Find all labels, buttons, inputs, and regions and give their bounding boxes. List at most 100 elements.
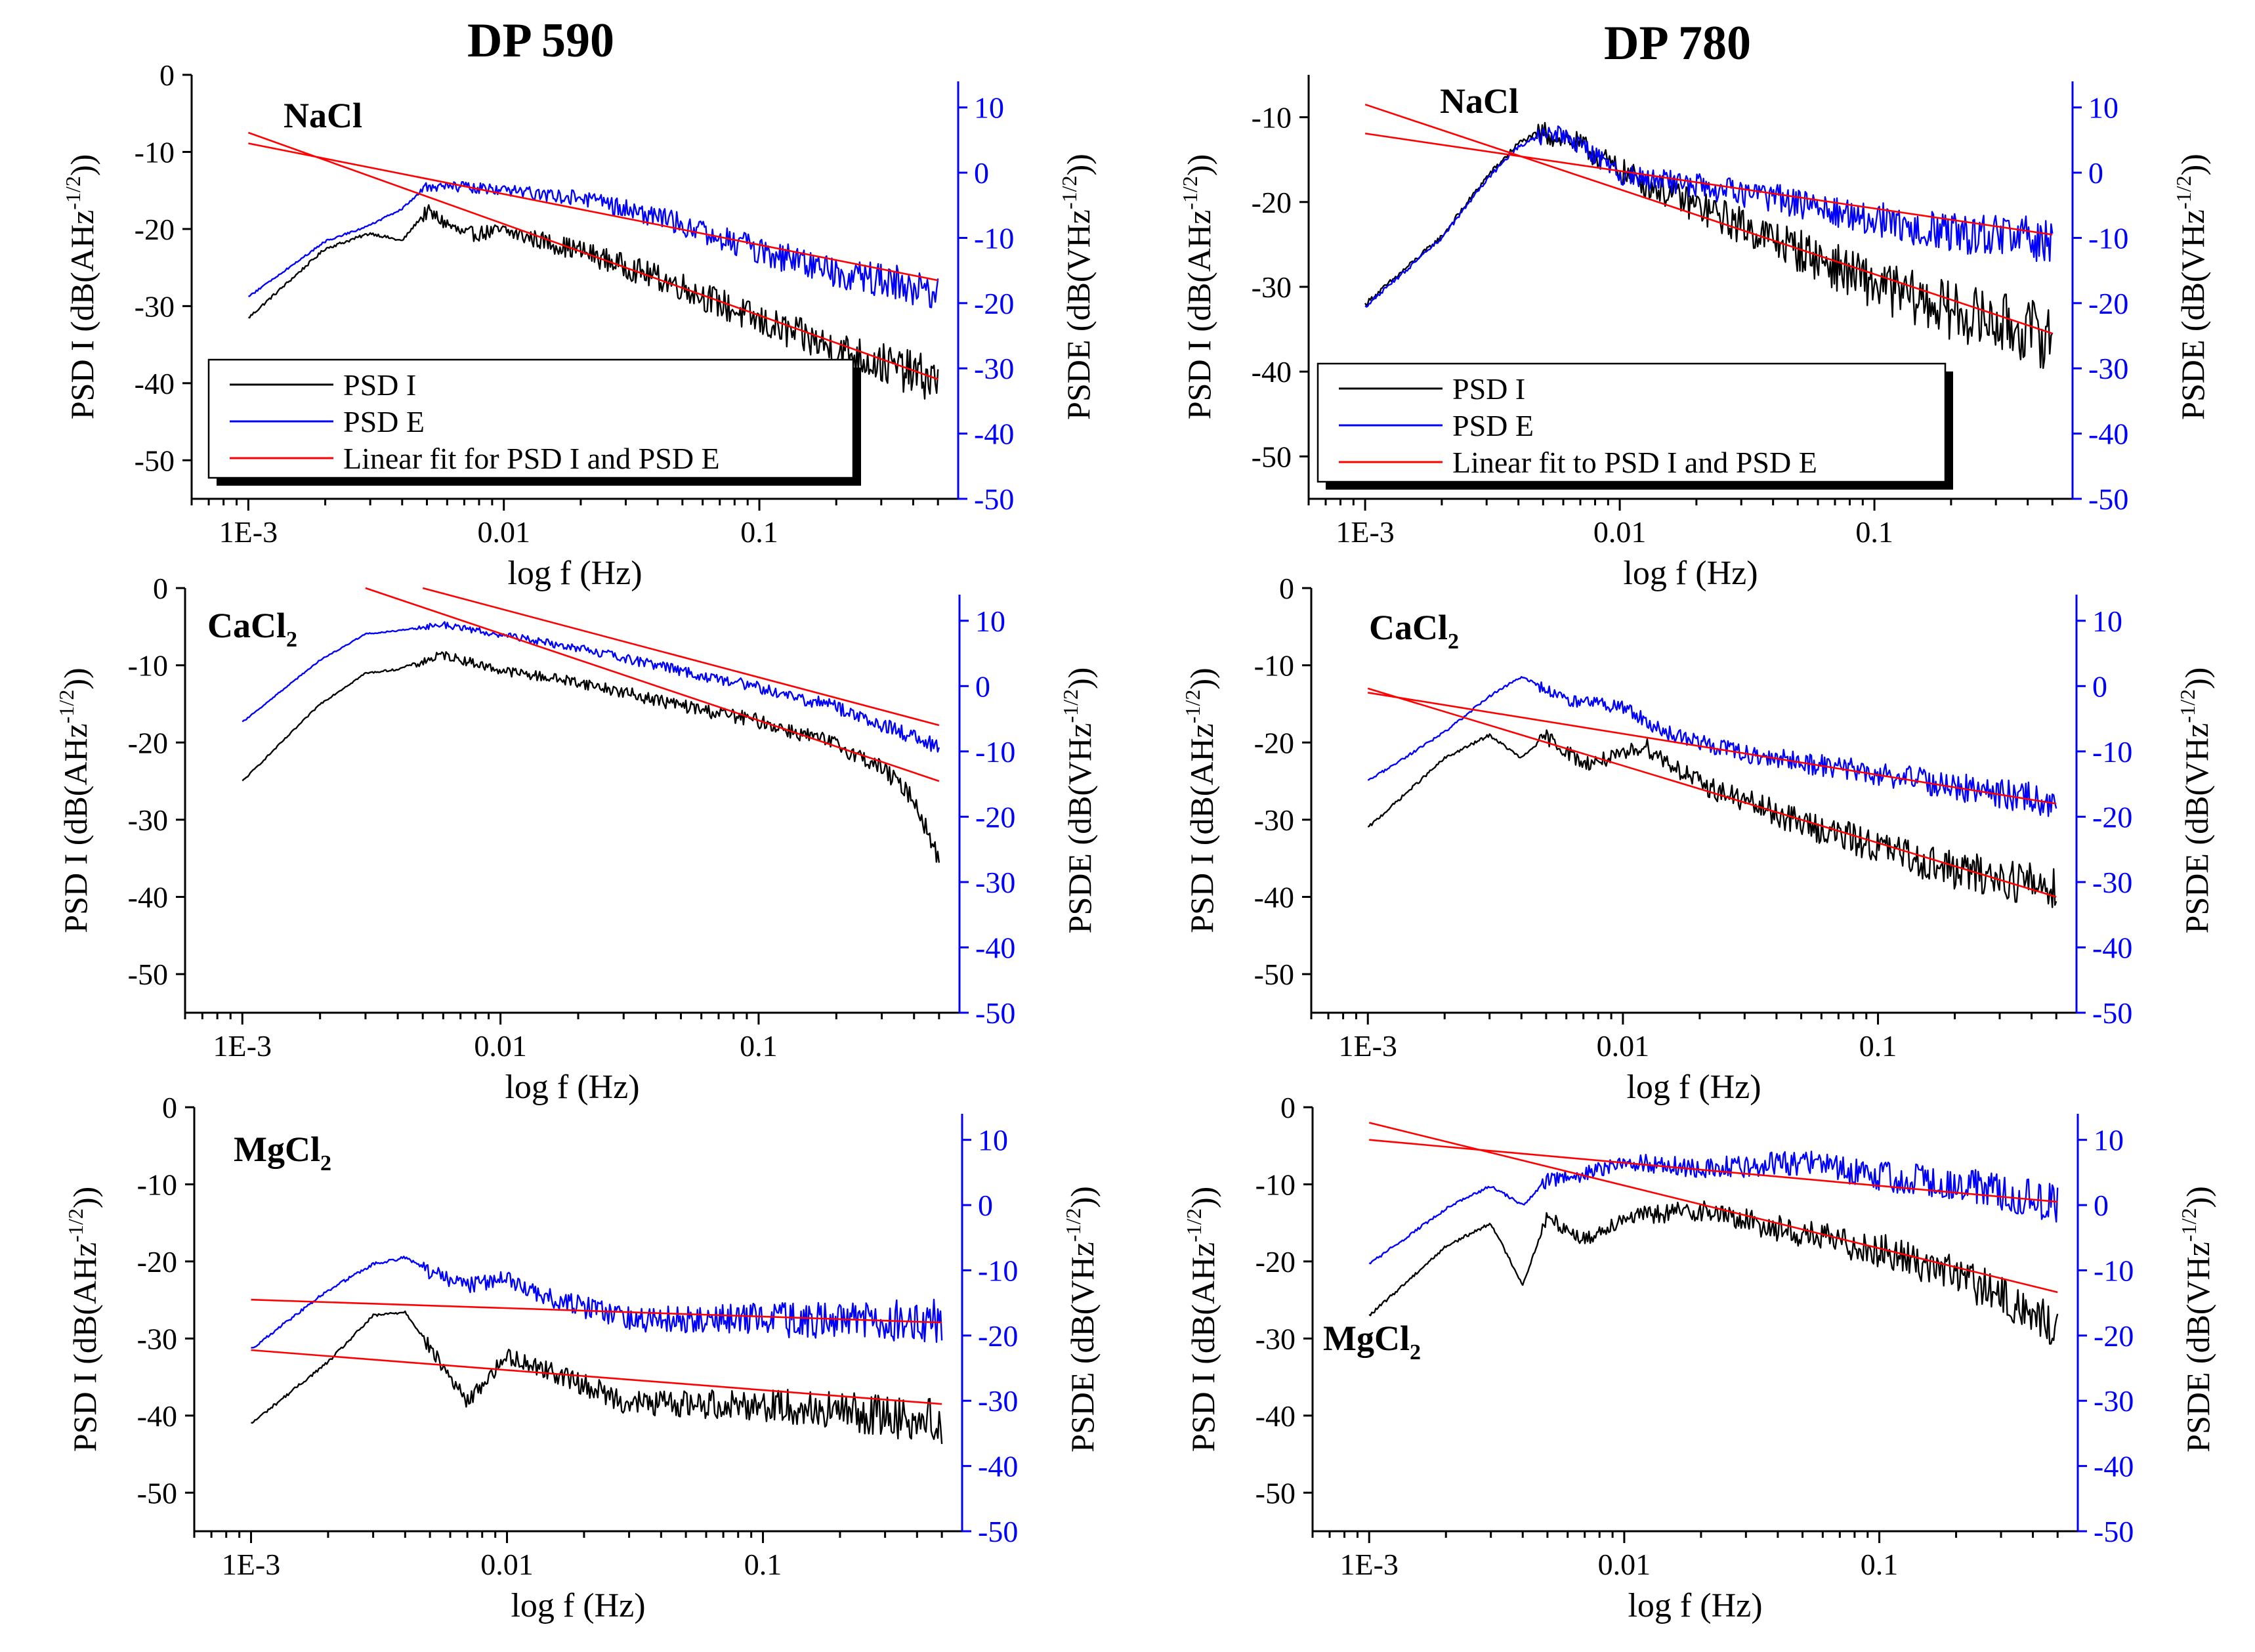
left-tick-label: 0	[153, 572, 168, 605]
right-tick-label: -40	[978, 1450, 1018, 1483]
left-tick-label: -50	[135, 444, 175, 477]
left-tick-label: -50	[137, 1476, 177, 1510]
right-tick-label: 10	[2088, 91, 2118, 125]
left-tick-label: -40	[1254, 881, 1294, 914]
right-tick-label: -50	[975, 996, 1015, 1030]
right-tick-label: -20	[2088, 287, 2128, 320]
right-tick-label: -50	[974, 482, 1014, 516]
column-title-dp780: DP 780	[1604, 16, 1752, 70]
right-tick-label: -10	[975, 735, 1015, 769]
left-tick-label: -10	[1255, 1168, 1296, 1201]
left-tick-label: 0	[1279, 572, 1294, 605]
left-tick-label: -20	[1254, 726, 1294, 759]
left-tick-label: -50	[1255, 1476, 1296, 1510]
legend-item-psd-e: PSD E	[1452, 409, 1534, 442]
panel-label-salt: CaCl2	[207, 606, 297, 652]
right-tick-label: -10	[2092, 735, 2132, 769]
panel-label-salt: NaCl	[1440, 81, 1519, 121]
left-tick-label: -20	[135, 213, 175, 246]
psd-i-series-line	[1368, 1200, 2059, 1345]
right-tick-label: 0	[978, 1189, 993, 1222]
right-tick-label: -20	[978, 1319, 1018, 1353]
fit-line	[251, 1349, 942, 1405]
x-tick-label: 0.1	[740, 515, 778, 549]
right-tick-label: 0	[2088, 156, 2103, 190]
x-tick-label: 1E-3	[222, 1548, 280, 1581]
psd-e-series-line	[1367, 676, 2057, 817]
chart-panel: 0 -10 -20 -30 -40 -50 10 0 -10 -20 -30 -40 -50 1E-3 0.…	[61, 58, 1097, 592]
panel-label-salt: CaCl2	[1369, 608, 1459, 654]
x-axis-label: log f (Hz)	[505, 1069, 639, 1106]
left-tick-label: -50	[1252, 440, 1292, 473]
fit-line	[1369, 1139, 2058, 1203]
chart-panel: 0 -10 -20 -30 -40 -50 10 0 -10 -20 -30 -40 -50 1E-3 0.…	[1182, 1091, 2216, 1624]
legend-item-psd-i: PSD I	[343, 368, 416, 402]
right-tick-label: 10	[974, 91, 1004, 125]
left-tick-label: -30	[1252, 270, 1292, 304]
right-tick-label: -40	[2092, 931, 2132, 964]
panel-label-salt: MgCl2	[1323, 1319, 1421, 1365]
x-tick-label: 0.1	[1861, 1548, 1899, 1581]
x-tick-label: 1E-3	[213, 1029, 272, 1063]
psd-i-series-line	[248, 204, 939, 400]
column-title-dp590: DP 590	[467, 14, 615, 68]
left-tick-label: -30	[135, 289, 175, 323]
right-tick-label: -20	[974, 287, 1014, 320]
right-tick-label: -10	[974, 221, 1014, 255]
left-tick-label: -40	[1252, 355, 1292, 389]
x-axis-label: log f (Hz)	[1628, 1587, 1762, 1624]
right-tick-label: -40	[2094, 1450, 2134, 1483]
psd-i-series-line	[251, 1310, 943, 1445]
right-tick-label: -40	[974, 417, 1014, 451]
left-tick-label: -20	[128, 726, 168, 759]
x-tick-label: 0.01	[477, 515, 530, 549]
fit-line	[251, 1298, 942, 1324]
x-tick-label: 0.01	[1598, 1548, 1651, 1581]
panel-label-salt: MgCl2	[234, 1130, 331, 1175]
right-tick-label: -30	[974, 352, 1014, 385]
right-axis-label: PSDE (dB(VHz-1/2))	[2177, 1186, 2216, 1452]
fit-line	[1368, 1122, 2058, 1294]
right-tick-label: -30	[2092, 866, 2132, 899]
psd-i-series-line	[1367, 729, 2057, 908]
x-tick-label: 0.01	[480, 1548, 534, 1581]
chart-panel: 0 -10 -20 -30 -40 -50 10 0 -10 -20 -30 -40 -50 1E-3 0.…	[54, 572, 1098, 1106]
right-tick-label: 0	[974, 156, 989, 190]
left-tick-label: -10	[128, 649, 168, 683]
psd-e-series-line	[1368, 1151, 2059, 1265]
right-tick-label: 0	[2094, 1189, 2109, 1222]
right-tick-label: -50	[978, 1515, 1018, 1548]
right-tick-label: 0	[2092, 669, 2107, 703]
right-tick-label: -20	[2094, 1319, 2134, 1353]
left-tick-label: -20	[137, 1245, 177, 1279]
left-tick-label: -10	[1252, 101, 1292, 135]
x-tick-label: 0.1	[744, 1548, 782, 1581]
fit-line	[248, 142, 938, 282]
fit-line	[422, 587, 940, 727]
fit-line	[1364, 133, 2053, 236]
x-axis-label: log f (Hz)	[1626, 1069, 1761, 1106]
x-tick-label: 0.1	[1859, 1029, 1897, 1063]
x-tick-label: 1E-3	[1339, 1029, 1397, 1063]
psd-i-series-line	[242, 651, 940, 863]
right-axis-label: PSDE (dB(VHz-1/2))	[1059, 667, 1098, 934]
left-tick-label: -30	[137, 1322, 177, 1355]
x-axis-label: log f (Hz)	[511, 1587, 645, 1624]
right-tick-label: 0	[975, 669, 990, 703]
left-tick-label: 0	[1280, 1091, 1296, 1124]
right-axis-label: PSDE (dB(VHz-1/2))	[1061, 1186, 1101, 1452]
x-axis-label: log f (Hz)	[507, 555, 642, 592]
left-axis-label: PSD I (dB(AHz-1/2))	[1178, 154, 1217, 419]
right-tick-label: -30	[2088, 352, 2128, 385]
legend-item-linear-fit: Linear fit to PSD I and PSD E	[1452, 446, 1817, 479]
right-tick-label: 10	[978, 1124, 1008, 1157]
left-tick-label: -30	[128, 803, 168, 837]
x-tick-label: 1E-3	[1336, 515, 1394, 549]
left-axis-label: PSD I (dB(AHz-1/2))	[1181, 667, 1220, 933]
right-tick-label: -50	[2092, 996, 2132, 1030]
left-tick-label: -10	[135, 135, 175, 169]
x-tick-label: 0.01	[1597, 1029, 1650, 1063]
left-tick-label: -30	[1255, 1322, 1296, 1355]
